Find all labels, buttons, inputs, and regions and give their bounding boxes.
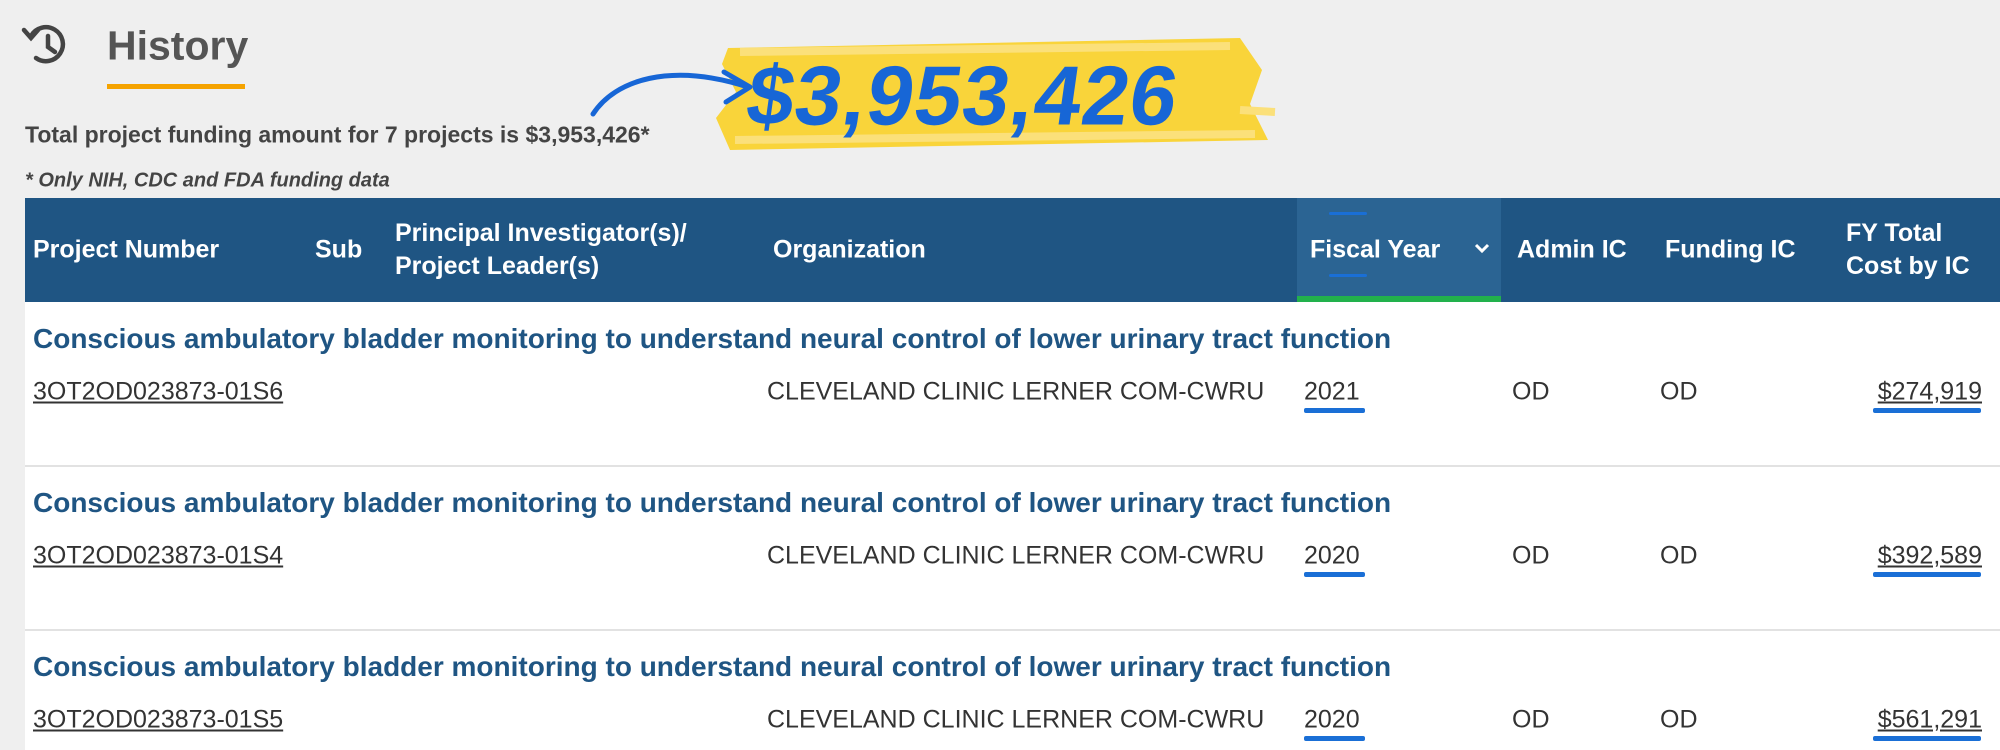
admin-ic: OD xyxy=(1512,541,1550,570)
column-header[interactable]: Funding IC xyxy=(1665,235,1796,264)
column-header[interactable]: Sub xyxy=(315,235,363,264)
funding-note: * Only NIH, CDC and FDA funding data xyxy=(25,169,390,192)
row-separator xyxy=(25,629,2000,631)
cost-highlight xyxy=(1873,572,1981,577)
column-header[interactable]: FY Total Cost by IC xyxy=(1846,219,1970,280)
decorations xyxy=(21,24,1276,150)
project-title[interactable]: Conscious ambulatory bladder monitoring … xyxy=(33,651,1392,682)
year-highlight xyxy=(1304,572,1365,577)
project-number[interactable]: 3OT2OD023873-01S4 xyxy=(33,541,284,570)
row-separator xyxy=(25,465,2000,467)
column-header[interactable]: Project Number xyxy=(33,235,220,264)
funding-ic: OD xyxy=(1660,377,1698,406)
funding-summary: Total project funding amount for 7 proje… xyxy=(25,121,650,148)
funding-ic: OD xyxy=(1660,541,1698,570)
cost-highlight xyxy=(1873,736,1981,741)
history-icon xyxy=(21,24,66,64)
sort-chevron[interactable] xyxy=(1474,242,1490,256)
admin-ic: OD xyxy=(1512,377,1550,406)
brush-strokes xyxy=(734,42,1276,144)
table-header xyxy=(25,198,2000,302)
total-cost[interactable]: $561,291 xyxy=(1877,705,1982,734)
header-mark xyxy=(1329,274,1367,277)
table-body xyxy=(25,302,2000,750)
year-highlight xyxy=(1304,736,1365,741)
column-header[interactable]: Principal Investigator(s)/ Project Leade… xyxy=(395,219,687,280)
sort-indicator xyxy=(1297,296,1501,302)
column-header[interactable]: Fiscal Year xyxy=(1310,235,1441,264)
project-title[interactable]: Conscious ambulatory bladder monitoring … xyxy=(33,487,1392,518)
fiscal-year: 2021 xyxy=(1304,377,1360,406)
column-header[interactable]: Admin IC xyxy=(1517,235,1627,264)
year-highlight xyxy=(1304,408,1365,413)
page-title: History xyxy=(107,22,249,69)
arrow xyxy=(590,72,751,117)
organization: CLEVELAND CLINIC LERNER COM-CWRU xyxy=(767,541,1265,570)
cost-highlight xyxy=(1873,408,1981,413)
organization: CLEVELAND CLINIC LERNER COM-CWRU xyxy=(767,377,1265,406)
total-cost[interactable]: $274,919 xyxy=(1877,377,1982,406)
funding-ic: OD xyxy=(1660,705,1698,734)
organization: CLEVELAND CLINIC LERNER COM-CWRU xyxy=(767,705,1265,734)
fiscal-year: 2020 xyxy=(1304,705,1360,734)
arrow-head xyxy=(721,69,753,105)
project-title[interactable]: Conscious ambulatory bladder monitoring … xyxy=(33,323,1392,354)
fiscal-year: 2020 xyxy=(1304,541,1360,570)
admin-ic: OD xyxy=(1512,705,1550,734)
total-cost[interactable]: $392,589 xyxy=(1877,541,1982,570)
project-number[interactable]: 3OT2OD023873-01S5 xyxy=(33,705,284,734)
column-header[interactable]: Organization xyxy=(773,235,926,264)
title-underline xyxy=(107,84,245,89)
highlight-brush xyxy=(716,38,1268,150)
header-mark xyxy=(1329,212,1367,215)
chevron-icon xyxy=(1474,243,1490,254)
highlight-amount: $3,953,426 xyxy=(741,48,1185,143)
project-number[interactable]: 3OT2OD023873-01S6 xyxy=(33,377,284,406)
